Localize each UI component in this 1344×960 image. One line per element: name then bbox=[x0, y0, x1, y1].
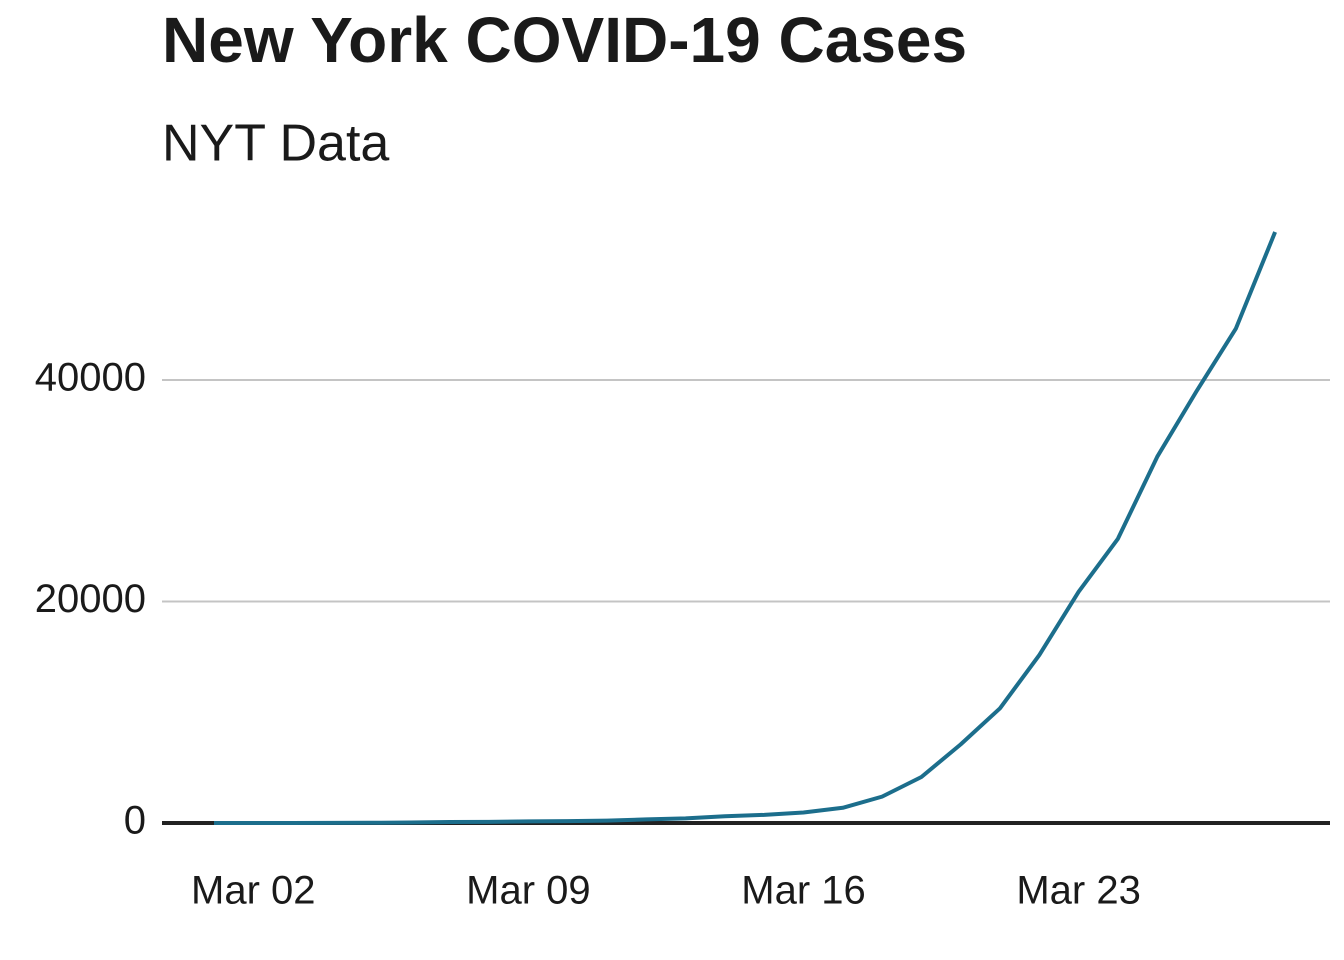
x-tick-label: Mar 23 bbox=[1016, 869, 1141, 913]
y-tick-label: 0 bbox=[124, 799, 146, 843]
x-tick-label: Mar 09 bbox=[466, 869, 591, 913]
line bbox=[214, 231, 1277, 825]
y-tick-label: 20000 bbox=[35, 577, 146, 621]
y-tick-label: 40000 bbox=[35, 356, 146, 400]
chart-title: New York COVID-19 Cases bbox=[162, 4, 967, 76]
chart-subtitle: NYT Data bbox=[162, 115, 389, 173]
x-tick-label: Mar 02 bbox=[191, 869, 316, 913]
x-tick-label: Mar 16 bbox=[741, 869, 866, 913]
